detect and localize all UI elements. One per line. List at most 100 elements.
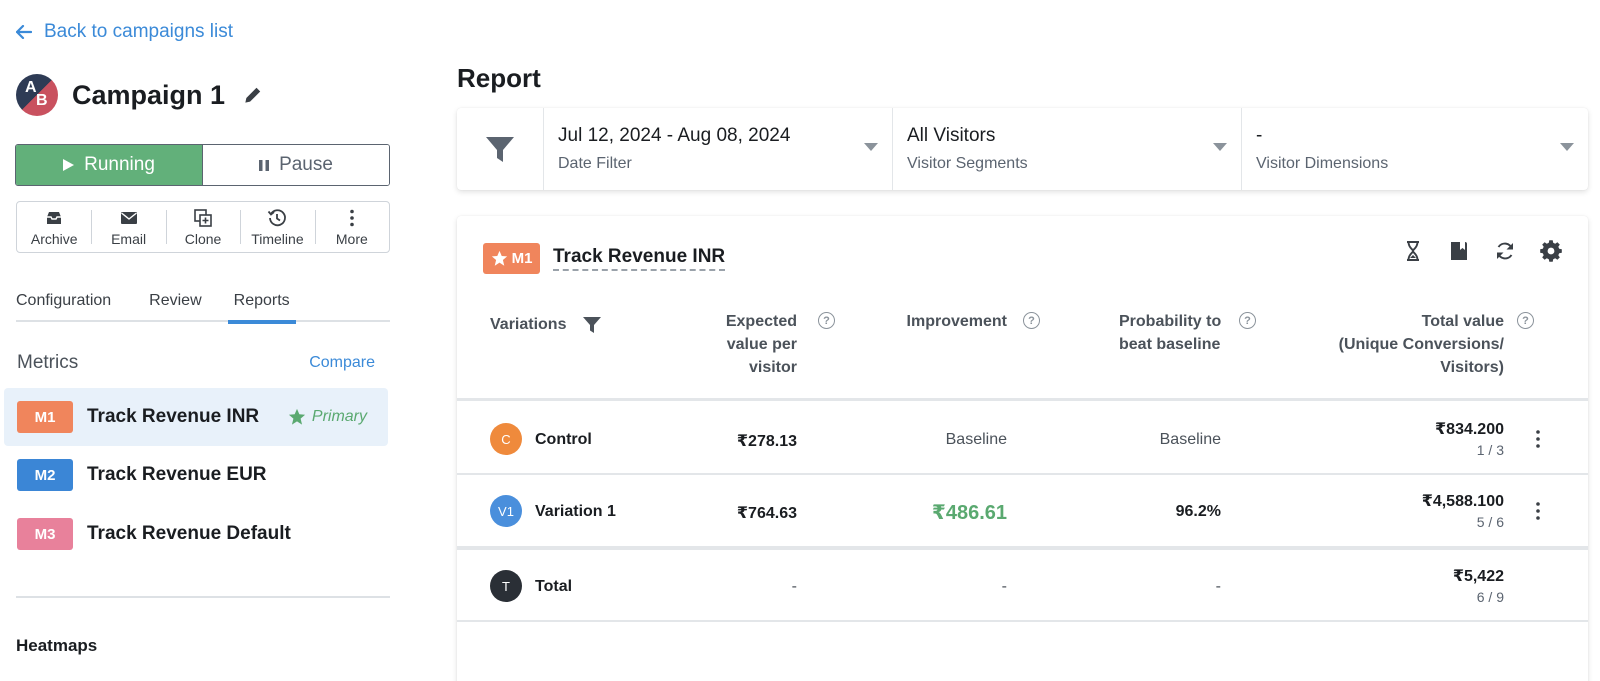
header-divider [457,398,1588,401]
timeline-icon [268,208,287,226]
conversions-ratio: 6 / 9 [1476,589,1504,605]
expected-value-cell: - [791,578,797,595]
metric-item-m2[interactable]: M2 Track Revenue EUR [4,446,388,504]
metric-item-m1[interactable]: M1 Track Revenue INR Primary [4,388,388,446]
conversions-ratio: 5 / 6 [1476,514,1504,530]
help-icon[interactable]: ? [1023,312,1040,329]
date-filter-dropdown[interactable]: Jul 12, 2024 - Aug 08, 2024 Date Filter [544,108,893,190]
arrow-left-icon [16,25,32,39]
clone-button[interactable]: Clone [165,202,240,252]
pencil-icon[interactable] [243,85,263,105]
notebook-icon[interactable] [1448,240,1470,262]
avatar-letter-b: B [36,92,48,109]
more-button[interactable]: More [314,202,389,252]
pause-icon [259,159,270,171]
improvement-cell: - [1001,578,1007,595]
improvement-cell: Baseline [945,431,1007,448]
tab-reports[interactable]: Reports [227,280,296,324]
metric-badge-label: M1 [511,250,533,267]
col-probability-line-1: Probability to [1119,313,1222,330]
filter-toggle[interactable] [457,108,544,190]
compare-link[interactable]: Compare [309,354,375,371]
total-avatar: T [490,570,522,602]
tab-configuration[interactable]: Configuration [16,292,112,309]
metric-item-m3[interactable]: M3 Track Revenue Default [4,505,388,563]
total-value-cell: ₹4,588.100 [1421,493,1504,510]
sidebar-divider [16,596,390,598]
gear-icon[interactable] [1540,240,1562,262]
campaign-state-toggle: Running Pause [15,144,390,186]
col-expected-line-1: Expected [725,313,797,330]
variation-name: Variation 1 [535,503,616,520]
help-icon[interactable]: ? [1517,312,1534,329]
date-filter-label: Date Filter [558,155,632,172]
total-row-name: Total [535,578,573,595]
row-menu-icon[interactable] [1533,429,1543,449]
total-value-cell: ₹5,422 [1452,568,1504,585]
archive-label: Archive [30,230,78,247]
clone-label: Clone [184,230,222,247]
star-icon [288,408,305,425]
back-link-label: Back to campaigns list [44,21,234,42]
more-label: More [335,230,368,247]
running-label: Running [84,154,155,175]
help-icon[interactable]: ? [1239,312,1256,329]
visitor-dimensions-value: - [1256,125,1263,146]
card-metric-name[interactable]: Track Revenue INR [553,246,726,271]
probability-cell: Baseline [1159,431,1221,448]
back-to-campaigns-link[interactable]: Back to campaigns list [16,21,233,43]
variation-name: Control [535,431,592,448]
col-improvement-label: Improvement [906,313,1007,330]
total-value-cell: ₹834.200 [1435,421,1504,438]
email-button[interactable]: Email [91,202,165,252]
card-header: M1 Track Revenue INR [483,243,726,274]
timeline-button[interactable]: Timeline [240,202,314,252]
metric-badge: M1 [483,243,540,274]
metrics-title: Metrics [17,352,79,373]
improvement-cell: ₹486.61 [931,502,1007,524]
probability-cell: 96.2% [1175,503,1221,520]
visitor-dimensions-dropdown[interactable]: - Visitor Dimensions [1242,108,1588,190]
col-expected-line-2: value per [726,336,797,353]
hourglass-icon[interactable] [1402,240,1424,262]
campaign-header: A B Campaign 1 [16,74,263,116]
campaign-title: Campaign 1 [72,79,226,110]
campaign-tabs: Configuration Review Reports [16,280,390,324]
metric-badge: M1 [17,401,73,433]
col-total-line-3: Visitors) [1440,359,1504,376]
running-button[interactable]: Running [16,145,202,185]
row-divider [457,620,1588,622]
row-menu-icon[interactable] [1533,501,1543,521]
play-icon [63,159,75,171]
visitor-segments-dropdown[interactable]: All Visitors Visitor Segments [893,108,1242,190]
refresh-icon[interactable] [1494,240,1516,262]
chevron-down-icon [864,143,878,151]
row-divider [457,473,1588,475]
archive-button[interactable]: Archive [17,202,91,252]
metric-name: Track Revenue Default [87,523,291,544]
archive-icon [47,211,62,224]
card-toolbar [1402,240,1562,262]
ab-test-avatar: A B [16,74,58,116]
help-icon[interactable]: ? [818,312,835,329]
visitor-segments-value: All Visitors [907,125,996,146]
report-filter-bar: Jul 12, 2024 - Aug 08, 2024 Date Filter … [457,108,1588,190]
metrics-header: Metrics Compare [17,352,375,374]
clone-icon [194,208,212,227]
total-divider [457,546,1588,550]
metric-badge: M3 [17,518,73,550]
metric-report-card: M1 Track Revenue INR Variations Expected… [457,216,1588,681]
tab-review[interactable]: Review [149,292,202,309]
date-filter-value: Jul 12, 2024 - Aug 08, 2024 [558,125,791,146]
col-total-line-2: (Unique Conversions/ [1338,336,1504,353]
pause-button[interactable]: Pause [202,145,389,185]
metric-name: Track Revenue EUR [87,464,267,485]
heatmaps-section-title[interactable]: Heatmaps [16,636,98,655]
email-label: Email [111,230,147,247]
star-icon [491,250,507,266]
funnel-icon[interactable] [582,316,602,334]
col-variations-label: Variations [490,316,567,333]
avatar-letter-a: A [25,79,37,96]
metric-badge: M2 [17,459,73,491]
conversions-ratio: 1 / 3 [1476,442,1504,458]
